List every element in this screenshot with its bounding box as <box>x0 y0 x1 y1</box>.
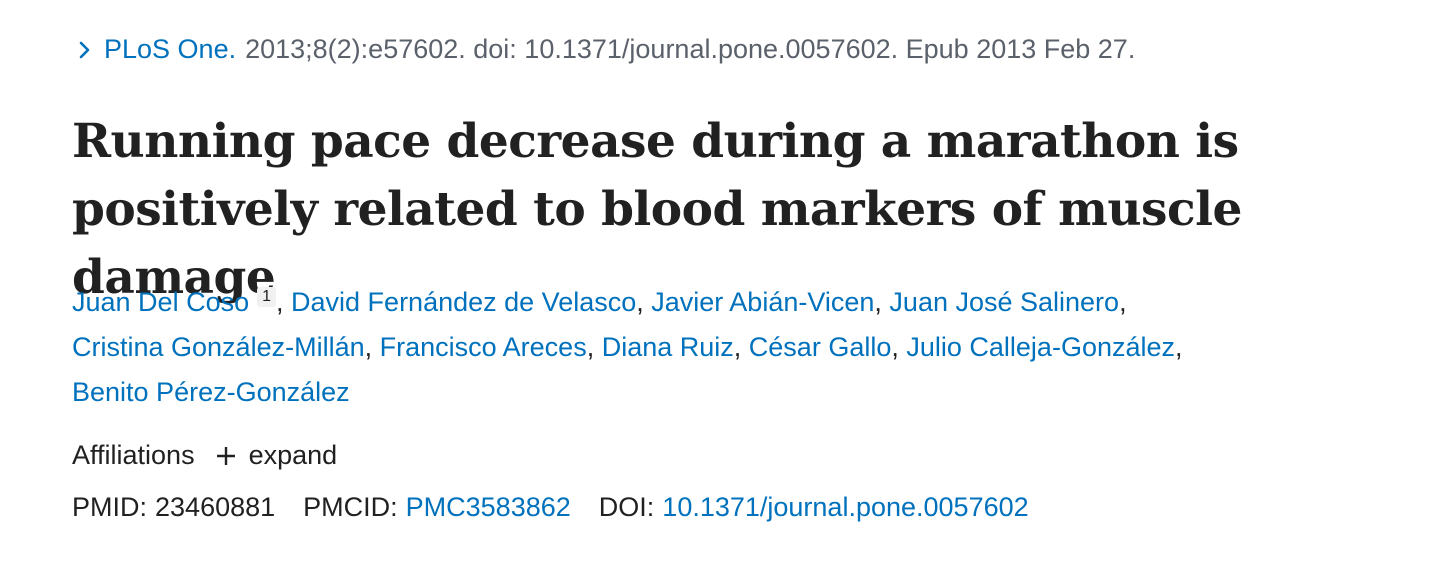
author-separator: , <box>891 332 907 362</box>
author-link[interactable]: Juan Del Coso <box>72 287 250 317</box>
affiliations-expand-button[interactable]: expand <box>215 440 338 471</box>
journal-link[interactable]: PLoS One. <box>104 34 237 64</box>
chevron-right-icon[interactable] <box>72 37 98 63</box>
citation-details: 2013;8(2):e57602. doi: 10.1371/journal.p… <box>245 34 1136 64</box>
identifiers-row: PMID: 23460881 PMCID: PMC3583862 DOI: 10.1371… <box>72 492 1057 523</box>
pmcid-label: PMCID: <box>303 492 398 522</box>
author-link[interactable]: Benito Pérez-González <box>72 377 350 407</box>
citation-line: PLoS One. 2013;8(2):e57602. doi: 10.1371… <box>72 34 1135 65</box>
author-separator: , <box>1175 332 1183 362</box>
affiliation-number[interactable]: 1 <box>257 287 277 307</box>
author-link[interactable]: Javier Abián-Vicen <box>651 287 875 317</box>
author-separator: , <box>636 287 652 317</box>
author-list: Juan Del Coso 1, David Fernández de Velas… <box>72 280 1412 415</box>
author-link[interactable]: Francisco Areces <box>379 332 587 362</box>
author-link[interactable]: Julio Calleja-González <box>906 332 1176 362</box>
author-link[interactable]: David Fernández de Velasco <box>291 287 637 317</box>
plus-icon <box>216 446 235 465</box>
author-link[interactable]: Cristina González-Millán <box>72 332 365 362</box>
pmid-label: PMID: <box>72 492 148 522</box>
author-link[interactable]: Juan José Salinero <box>889 287 1120 317</box>
author-separator: , <box>364 332 380 362</box>
article-title: Running pace decrease during a marathon … <box>72 114 1242 305</box>
author-separator: , <box>586 332 602 362</box>
doi-label: DOI: <box>598 492 655 522</box>
expand-label: expand <box>248 440 338 470</box>
pmid-value: 23460881 <box>155 492 276 522</box>
affiliations-label: Affiliations <box>72 440 195 470</box>
doi-link[interactable]: 10.1371/journal.pone.0057602 <box>662 492 1029 522</box>
author-separator: , <box>733 332 749 362</box>
author-separator: , <box>874 287 890 317</box>
author-separator: , <box>1119 287 1127 317</box>
affiliations-row: Affiliations expand <box>72 440 337 471</box>
author-link[interactable]: Diana Ruiz <box>601 332 734 362</box>
pmcid-link[interactable]: PMC3583862 <box>405 492 571 522</box>
author-link[interactable]: César Gallo <box>748 332 892 362</box>
author-separator: , <box>276 287 292 317</box>
